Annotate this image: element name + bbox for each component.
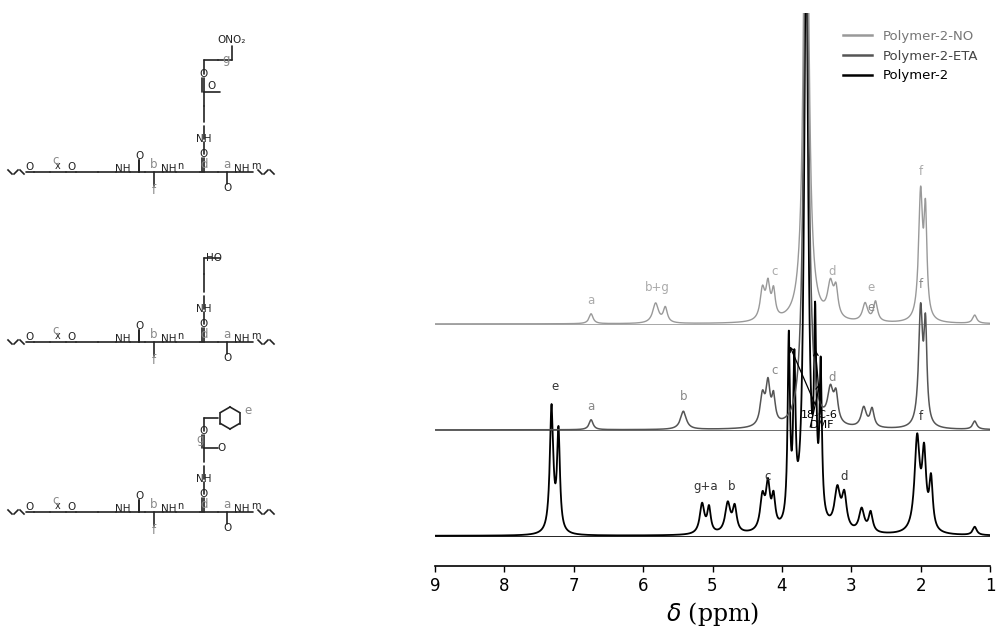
Text: O: O (208, 81, 216, 91)
Text: O: O (200, 319, 208, 329)
Text: e: e (867, 301, 874, 314)
X-axis label: $\delta$ (ppm): $\delta$ (ppm) (666, 600, 759, 628)
Text: n: n (177, 501, 183, 511)
Text: b+g: b+g (645, 281, 669, 294)
Text: c: c (53, 154, 59, 166)
Text: O: O (223, 523, 231, 533)
Text: m: m (251, 331, 261, 341)
Text: NH: NH (161, 164, 177, 174)
Text: O: O (26, 332, 34, 342)
Text: e: e (551, 380, 559, 394)
Text: b: b (727, 480, 735, 493)
Text: d: d (200, 499, 208, 511)
Text: b: b (150, 159, 158, 171)
Text: c: c (772, 265, 778, 277)
Text: d: d (200, 159, 208, 171)
Text: c: c (53, 324, 59, 336)
Text: a: a (587, 295, 595, 307)
Text: DMF: DMF (810, 351, 834, 430)
Text: O: O (200, 489, 208, 499)
Text: m: m (251, 161, 261, 171)
Text: e: e (244, 403, 252, 416)
Text: g: g (222, 54, 230, 66)
Text: O: O (26, 502, 34, 512)
Text: m: m (251, 501, 261, 511)
Text: NH: NH (234, 504, 250, 514)
Text: NH: NH (115, 504, 131, 514)
Text: O: O (67, 162, 75, 172)
Text: f: f (152, 183, 156, 197)
Text: c: c (765, 470, 771, 483)
Text: d: d (200, 329, 208, 341)
Text: O: O (200, 69, 208, 79)
Text: d: d (828, 265, 836, 277)
Text: f: f (919, 278, 923, 291)
Text: c: c (53, 494, 59, 506)
Legend: Polymer-2-NO, Polymer-2-ETA, Polymer-2: Polymer-2-NO, Polymer-2-ETA, Polymer-2 (838, 25, 983, 87)
Text: x: x (55, 331, 61, 341)
Text: O: O (67, 332, 75, 342)
Text: b: b (680, 391, 687, 403)
Text: O: O (135, 321, 143, 331)
Text: g: g (196, 434, 204, 446)
Text: NH: NH (161, 504, 177, 514)
Text: O: O (200, 426, 208, 436)
Text: f: f (152, 523, 156, 537)
Text: HO: HO (206, 253, 222, 263)
Text: NH: NH (234, 334, 250, 344)
Text: n: n (177, 161, 183, 171)
Text: O: O (223, 353, 231, 363)
Text: f: f (919, 410, 923, 423)
Text: e: e (867, 281, 874, 294)
Text: n: n (177, 331, 183, 341)
Text: f: f (152, 353, 156, 367)
Text: b: b (150, 329, 158, 341)
Text: O: O (200, 149, 208, 159)
Text: O: O (135, 491, 143, 501)
Text: NH: NH (196, 474, 212, 484)
Text: g+a: g+a (693, 480, 718, 493)
Text: x: x (55, 161, 61, 171)
Text: O: O (135, 151, 143, 161)
Text: O: O (26, 162, 34, 172)
Text: 18-C-6: 18-C-6 (790, 348, 838, 420)
Text: O: O (218, 443, 226, 453)
Text: a: a (223, 159, 231, 171)
Text: NH: NH (234, 164, 250, 174)
Text: f: f (919, 165, 923, 178)
Text: d: d (828, 370, 836, 384)
Text: NH: NH (115, 334, 131, 344)
Text: NH: NH (196, 134, 212, 144)
Text: ONO₂: ONO₂ (218, 35, 246, 45)
Text: d: d (841, 470, 848, 483)
Text: NH: NH (161, 334, 177, 344)
Text: NH: NH (115, 164, 131, 174)
Text: a: a (587, 400, 595, 413)
Text: c: c (772, 364, 778, 377)
Text: x: x (55, 501, 61, 511)
Text: a: a (223, 329, 231, 341)
Text: O: O (67, 502, 75, 512)
Text: O: O (223, 183, 231, 193)
Text: NH: NH (196, 304, 212, 314)
Text: a: a (223, 499, 231, 511)
Text: b: b (150, 499, 158, 511)
